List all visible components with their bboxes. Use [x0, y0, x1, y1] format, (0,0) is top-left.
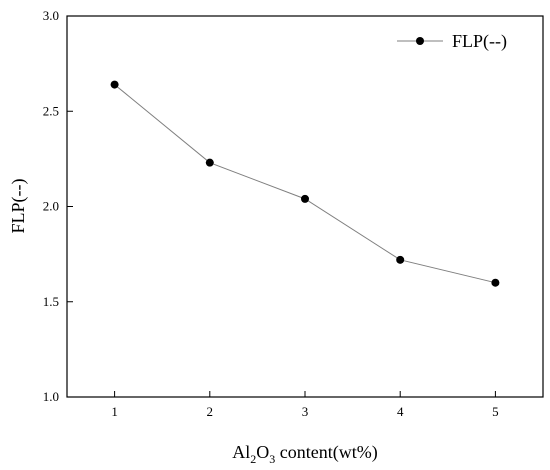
- x-tick-label: 3: [302, 404, 309, 419]
- x-axis-title-element-al: Al: [232, 442, 250, 462]
- data-point: [396, 255, 405, 264]
- x-axis-title-element-o: O: [256, 442, 269, 462]
- y-tick-label: 1.0: [43, 389, 59, 404]
- series-group: [110, 80, 500, 287]
- series-line: [114, 84, 496, 284]
- y-tick-label: 3.0: [43, 8, 59, 23]
- y-axis-title: FLP(--): [8, 179, 29, 234]
- x-tick-label: 5: [492, 404, 499, 419]
- data-point: [110, 80, 119, 89]
- x-tick-label: 4: [397, 404, 404, 419]
- y-tick-label: 2.0: [43, 199, 59, 214]
- y-tick-label: 2.5: [43, 103, 59, 118]
- x-tick-label: 2: [207, 404, 214, 419]
- legend: FLP(--): [397, 31, 507, 52]
- y-axis-ticks: 1.0 1.5 2.0 2.5 3.0: [43, 8, 73, 404]
- x-axis-title-sub-3: 3: [269, 452, 275, 466]
- x-tick-label: 1: [111, 404, 118, 419]
- y-tick-label: 1.5: [43, 294, 59, 309]
- x-axis-title: Al2O3 content(wt%): [232, 442, 377, 466]
- data-point: [301, 194, 309, 203]
- x-axis-title-rest: content(wt%): [275, 442, 377, 463]
- data-point: [491, 278, 500, 287]
- data-point: [205, 158, 214, 167]
- x-axis-ticks: 1 2 3 4 5: [111, 391, 499, 419]
- x-axis-title-sub-2: 2: [250, 452, 256, 466]
- plot-frame: [66, 15, 544, 398]
- legend-label: FLP(--): [452, 31, 507, 52]
- legend-marker: [416, 37, 424, 45]
